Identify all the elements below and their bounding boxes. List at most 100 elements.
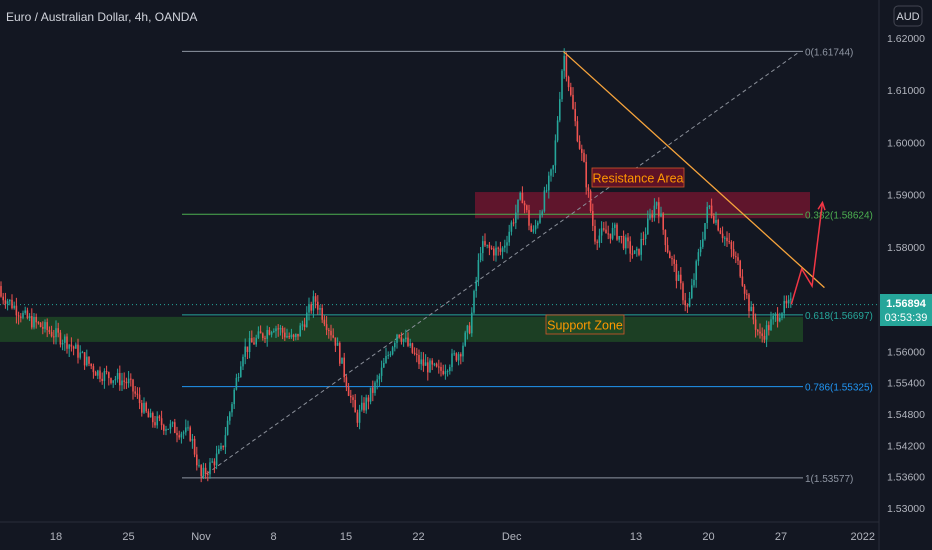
candle-body (11, 299, 13, 309)
fib-level-label: 0.786(1.55325) (805, 383, 873, 394)
candle-body (565, 55, 568, 77)
candle-body (748, 294, 750, 312)
candle-body (292, 334, 295, 338)
candle-body (669, 252, 671, 259)
candle-body (446, 371, 449, 373)
candle-body (81, 352, 84, 354)
candle-body (754, 319, 757, 330)
candle-body (257, 331, 260, 338)
candle-body (138, 394, 141, 404)
candle-body (776, 313, 779, 322)
candle-body (391, 347, 394, 355)
candle-body (677, 274, 680, 281)
fib-diagonal-line[interactable] (200, 50, 801, 479)
candle-body (770, 319, 772, 331)
candle-body (301, 324, 304, 326)
candle-body (209, 462, 211, 475)
candle-body (94, 372, 97, 376)
candle-body (633, 250, 636, 254)
candle-body (708, 205, 711, 207)
time-tick-label: 8 (270, 531, 276, 543)
fib-level-label: 0.382(1.58624) (805, 210, 873, 221)
candle-body (589, 191, 592, 212)
candle-body (394, 342, 396, 348)
last-price-value: 1.56894 (886, 298, 927, 310)
candle-body (486, 244, 488, 246)
candle-body (264, 337, 266, 339)
price-tick-label: 1.53000 (887, 503, 925, 515)
candle-body (88, 356, 90, 364)
candle-body (424, 362, 427, 366)
candle-body (598, 235, 601, 243)
candle-body (449, 367, 451, 372)
candle-body (596, 241, 598, 243)
candle-body (482, 241, 484, 254)
candle-body (75, 344, 77, 349)
candle-body (715, 219, 717, 223)
candle-body (563, 55, 565, 71)
price-axis[interactable]: 1.620001.610001.600001.590001.580001.570… (887, 33, 925, 515)
candle-body (255, 337, 257, 345)
candle-body (72, 346, 75, 349)
candle-body (266, 330, 268, 339)
candle-body (171, 422, 174, 424)
candle-body (13, 305, 15, 309)
candle-body (361, 402, 363, 410)
time-axis[interactable]: 18 25 Nov 8 15 22 Dec 13 20 27 2022 (50, 531, 875, 543)
candle-body (420, 359, 422, 365)
candle-body (691, 285, 693, 299)
candle-body (521, 192, 524, 204)
candle-body (218, 449, 220, 454)
candle-body (750, 306, 752, 312)
candle-body (442, 370, 444, 375)
candle-body (46, 322, 48, 331)
currency-badge[interactable]: AUD (893, 5, 923, 27)
candle-body (290, 334, 293, 338)
candle-body (367, 397, 370, 402)
candle-body (497, 247, 499, 249)
candle-body (22, 312, 24, 318)
candle-body (545, 190, 548, 192)
candle-body (35, 316, 37, 323)
candle-body (625, 237, 627, 249)
price-tick-label: 1.59000 (887, 190, 925, 202)
candle-body (28, 316, 31, 319)
candle-body (504, 245, 506, 248)
candle-body (466, 325, 469, 333)
resistance-label-box (591, 167, 685, 188)
candle-body (68, 344, 70, 349)
candle-body (169, 423, 172, 429)
candle-body (182, 432, 185, 434)
candle-body (185, 427, 187, 433)
candle-body (191, 438, 194, 441)
candle-body (310, 304, 312, 311)
candle-body (220, 445, 222, 450)
candle-body (306, 312, 308, 328)
candle-body (605, 229, 607, 234)
candle-body (358, 409, 361, 423)
candle-body (328, 329, 330, 331)
candle-body (506, 242, 508, 246)
symbol-title[interactable]: Euro / Australian Dollar, 4h, OANDA (6, 10, 197, 24)
candle-body (24, 310, 26, 313)
candle-body (123, 380, 125, 382)
candle-body (268, 330, 271, 335)
candle-body (130, 378, 132, 380)
price-tick-label: 1.61000 (887, 85, 925, 97)
candle-body (369, 387, 372, 402)
descending-trendline[interactable] (563, 51, 825, 289)
projection-path[interactable] (790, 202, 824, 305)
candle-body (567, 76, 570, 88)
projection-arrowhead (817, 200, 826, 211)
candle-body (400, 337, 403, 342)
time-tick-label: 25 (122, 531, 134, 543)
candle-body (33, 316, 35, 328)
candle-body (526, 205, 528, 210)
candle-body (105, 371, 108, 373)
candle-body (354, 399, 356, 413)
candle-body (559, 99, 561, 121)
candle-body (398, 334, 400, 338)
candle-body (508, 231, 510, 243)
candle-body (83, 352, 86, 366)
